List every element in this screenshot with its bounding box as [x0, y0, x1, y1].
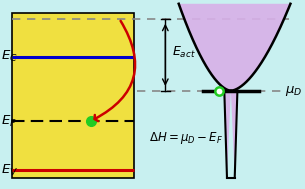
- Text: $E_C$: $E_C$: [2, 49, 18, 64]
- Text: $E_{act}$: $E_{act}$: [172, 45, 196, 60]
- Polygon shape: [179, 4, 290, 178]
- FancyBboxPatch shape: [12, 13, 134, 178]
- Text: $E_V$: $E_V$: [2, 163, 19, 178]
- Text: $\mu_D$: $\mu_D$: [285, 84, 302, 98]
- Text: $E_F$: $E_F$: [2, 113, 17, 129]
- Text: $\Delta H = \mu_D - E_F$: $\Delta H = \mu_D - E_F$: [149, 130, 223, 146]
